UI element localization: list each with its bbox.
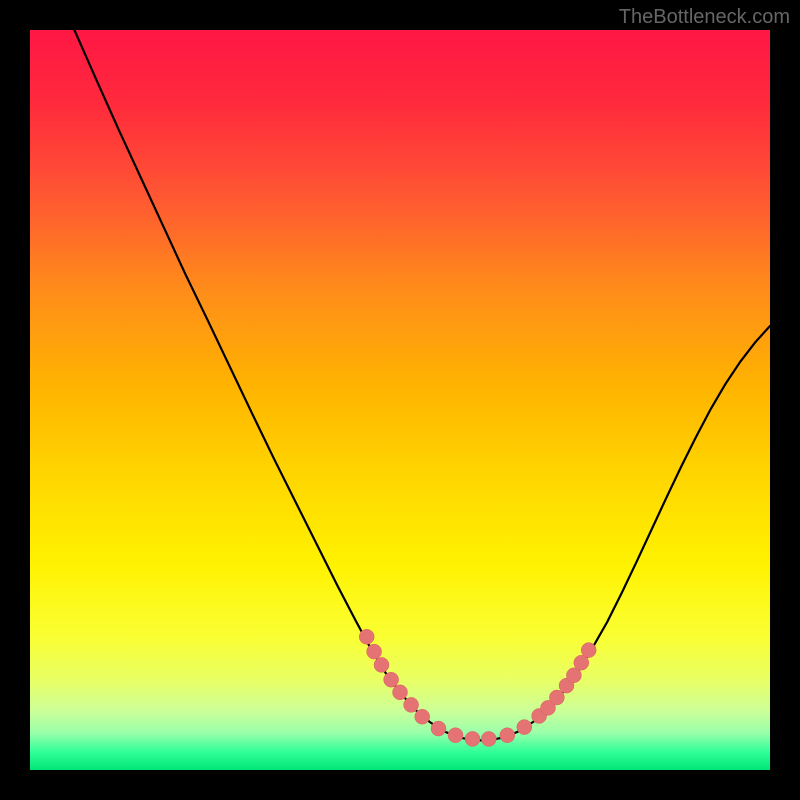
curve-marker bbox=[393, 685, 408, 700]
curve-marker bbox=[404, 697, 419, 712]
bottleneck-curve bbox=[74, 30, 770, 740]
curve-marker bbox=[481, 731, 496, 746]
curve-marker bbox=[359, 629, 374, 644]
curve-marker bbox=[500, 728, 515, 743]
watermark-text: TheBottleneck.com bbox=[619, 6, 790, 29]
curve-marker bbox=[581, 643, 596, 658]
marker-group bbox=[359, 629, 596, 746]
curve-marker bbox=[374, 657, 389, 672]
plot-area bbox=[30, 30, 770, 770]
curve-marker bbox=[415, 709, 430, 724]
curve-marker bbox=[448, 728, 463, 743]
curve-marker bbox=[549, 690, 564, 705]
curve-marker bbox=[367, 644, 382, 659]
curve-marker bbox=[431, 721, 446, 736]
curve-marker bbox=[517, 720, 532, 735]
curve-marker bbox=[465, 731, 480, 746]
curve-marker bbox=[384, 672, 399, 687]
curve-layer bbox=[30, 30, 770, 770]
